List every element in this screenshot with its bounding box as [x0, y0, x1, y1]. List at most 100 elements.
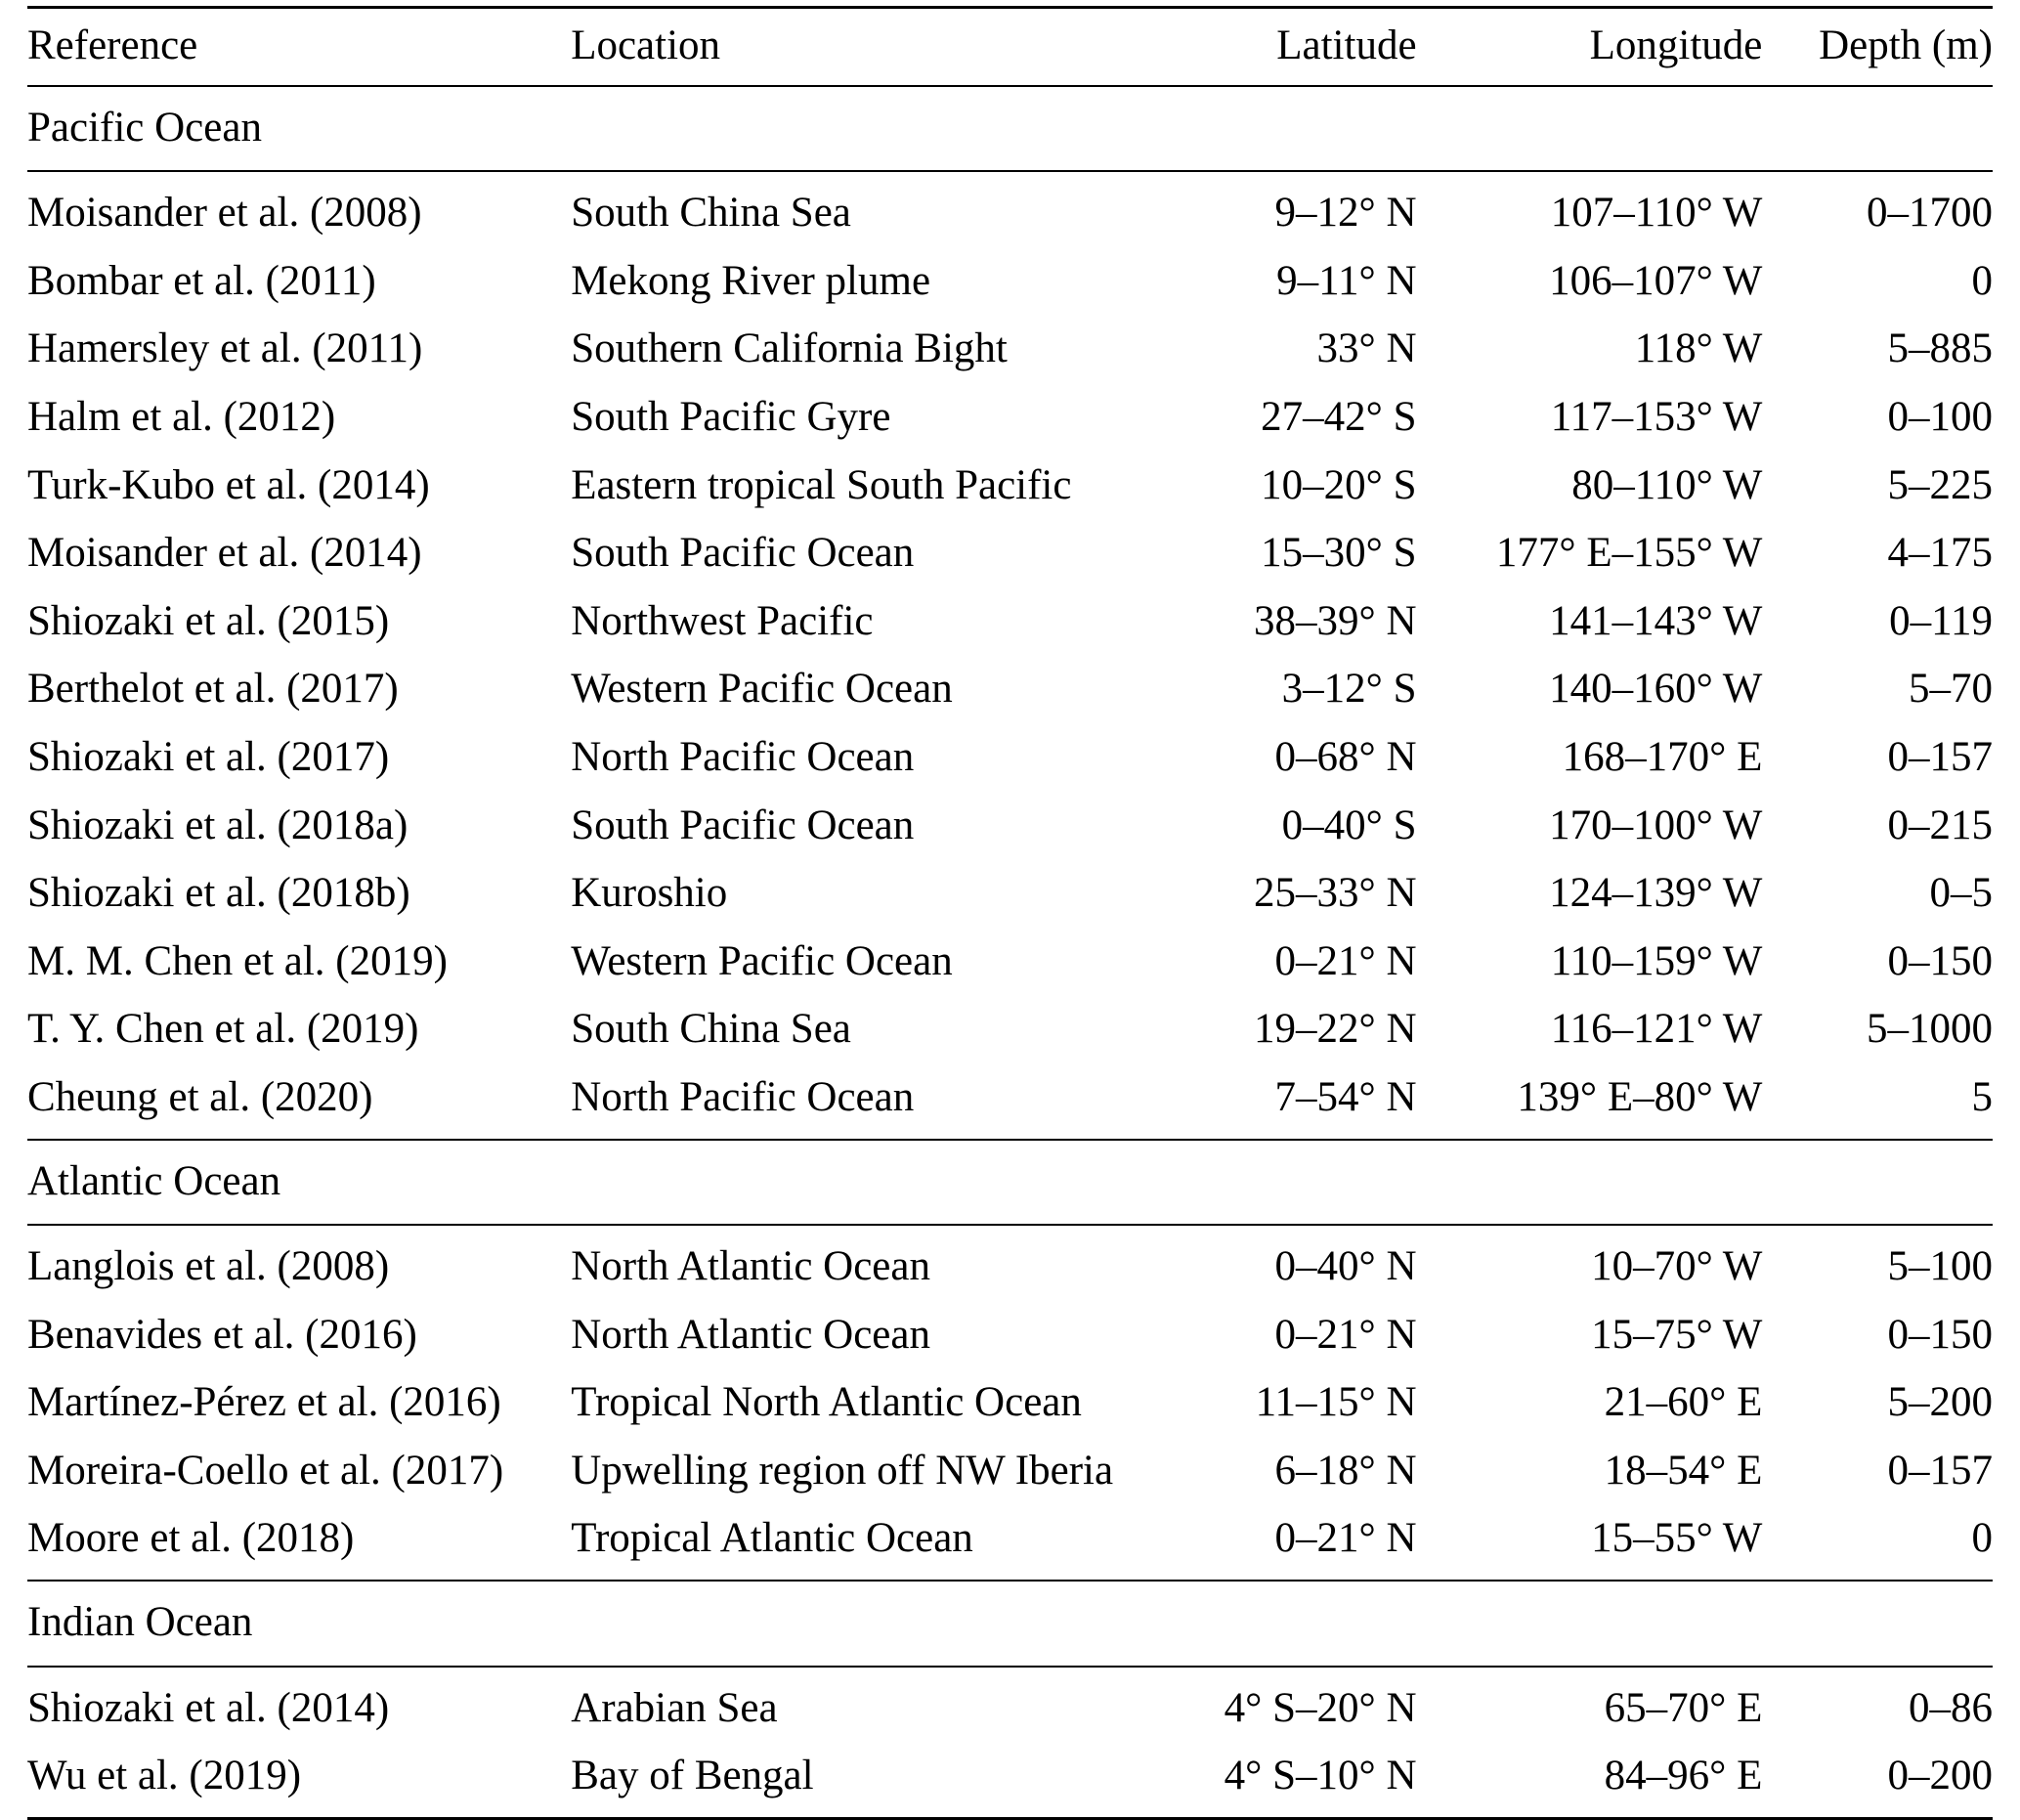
table-body: Pacific Ocean Moisander et al. (2008) Sout… — [27, 84, 1994, 1819]
table-row: Cheung et al. (2020) North Pacific Ocean 7… — [27, 1063, 1993, 1140]
depth-cell: 0 — [1971, 1515, 1994, 1562]
location-cell: South Pacific Gyre — [571, 393, 891, 440]
table-row: Moore et al. (2018) Tropical Atlantic Oce… — [27, 1504, 1993, 1581]
depth-cell: 0–157 — [1887, 1447, 1994, 1494]
depth-cell: 0–157 — [1887, 733, 1994, 780]
depth-cell: 5 — [1971, 1073, 1994, 1120]
section-row: Indian Ocean — [27, 1580, 1993, 1668]
table-row: M. M. Chen et al. (2019) Western Pacific … — [27, 928, 1993, 996]
depth-cell: 5–1000 — [1867, 1006, 1993, 1053]
table-row: Wu et al. (2019) Bay of Bengal 4° S–10° N 8… — [27, 1742, 1993, 1818]
latitude-cell: 6–18° N — [1274, 1447, 1417, 1494]
column-header-latitude: Latitude — [1113, 7, 1417, 87]
section-title: Pacific Ocean — [27, 84, 1993, 173]
latitude-cell: 0–68° N — [1274, 733, 1417, 780]
paper-page: Reference Location Latitude Longitude De… — [27, 6, 1993, 1820]
location-cell: Arabian Sea — [571, 1684, 778, 1731]
reference-cell: Berthelot et al. (2017) — [27, 666, 399, 713]
latitude-cell: 27–42° S — [1261, 393, 1417, 440]
longitude-cell: 15–55° W — [1591, 1515, 1763, 1562]
reference-cell: Shiozaki et al. (2018b) — [27, 870, 410, 917]
table-header: Reference Location Latitude Longitude De… — [27, 7, 1993, 87]
table-row: Shiozaki et al. (2017) North Pacific Ocea… — [27, 723, 1993, 792]
table-row: Shiozaki et al. (2014) Arabian Sea 4° S–20… — [27, 1667, 1993, 1743]
depth-cell: 0–100 — [1887, 393, 1994, 440]
table-row: Shiozaki et al. (2018a) South Pacific Oce… — [27, 792, 1993, 860]
reference-cell: Shiozaki et al. (2017) — [27, 733, 390, 780]
table-row: Benavides et al. (2016) North Atlantic Oc… — [27, 1301, 1993, 1369]
depth-cell: 4–175 — [1887, 530, 1994, 577]
column-header-depth: Depth (m) — [1762, 7, 1993, 87]
reference-cell: Benavides et al. (2016) — [27, 1311, 417, 1358]
reference-cell: Halm et al. (2012) — [27, 393, 336, 440]
longitude-cell: 18–54° E — [1604, 1447, 1763, 1494]
location-cell: South Pacific Ocean — [571, 802, 915, 848]
reference-cell: Hamersley et al. (2011) — [27, 325, 423, 372]
latitude-cell: 15–30° S — [1261, 530, 1417, 577]
latitude-cell: 25–33° N — [1254, 870, 1417, 917]
location-cell: Northwest Pacific — [571, 597, 874, 644]
latitude-cell: 10–20° S — [1261, 461, 1417, 508]
depth-cell: 5–885 — [1887, 325, 1994, 372]
location-cell: North Pacific Ocean — [571, 1073, 915, 1120]
latitude-cell: 4° S–10° N — [1224, 1753, 1417, 1799]
table-row: Berthelot et al. (2017) Western Pacific O… — [27, 655, 1993, 723]
longitude-cell: 140–160° W — [1549, 666, 1763, 713]
latitude-cell: 0–21° N — [1274, 1515, 1417, 1562]
table-row: Turk-Kubo et al. (2014) Eastern tropical … — [27, 452, 1993, 520]
longitude-cell: 177° E–155° W — [1495, 530, 1763, 577]
column-header-longitude: Longitude — [1416, 7, 1763, 87]
depth-cell: 0–86 — [1909, 1684, 1993, 1731]
latitude-cell: 19–22° N — [1254, 1006, 1417, 1053]
location-cell: South China Sea — [571, 1006, 851, 1053]
location-cell: South Pacific Ocean — [571, 530, 915, 577]
location-cell: Tropical North Atlantic Ocean — [571, 1379, 1082, 1426]
location-cell: North Atlantic Ocean — [571, 1311, 930, 1358]
depth-cell: 5–225 — [1887, 461, 1994, 508]
reference-cell: Bombar et al. (2011) — [27, 257, 376, 304]
longitude-cell: 110–159° W — [1550, 937, 1763, 984]
header-row: Reference Location Latitude Longitude De… — [27, 7, 1993, 87]
latitude-cell: 0–21° N — [1274, 937, 1417, 984]
table-row: Moisander et al. (2014) South Pacific Oce… — [27, 519, 1993, 587]
reference-cell: Wu et al. (2019) — [27, 1753, 302, 1799]
reference-cell: Cheung et al. (2020) — [27, 1073, 373, 1120]
depth-cell: 0–119 — [1889, 597, 1993, 644]
depth-cell: 0–150 — [1887, 1311, 1994, 1358]
latitude-cell: 3–12° S — [1281, 666, 1417, 713]
depth-cell: 5–200 — [1887, 1379, 1994, 1426]
location-cell: Bay of Bengal — [571, 1753, 814, 1799]
table-row: T. Y. Chen et al. (2019) South China Sea 1… — [27, 995, 1993, 1063]
depth-cell: 0–150 — [1887, 937, 1994, 984]
latitude-cell: 7–54° N — [1274, 1073, 1417, 1120]
table-row: Moisander et al. (2008) South China Sea 9–… — [27, 171, 1993, 247]
reference-cell: Langlois et al. (2008) — [27, 1243, 390, 1290]
table-row: Langlois et al. (2008) North Atlantic Oce… — [27, 1225, 1993, 1301]
longitude-cell: 10–70° W — [1591, 1243, 1763, 1290]
reference-cell: Shiozaki et al. (2015) — [27, 597, 390, 644]
location-cell: Eastern tropical South Pacific — [571, 461, 1072, 508]
reference-cell: Moreira-Coello et al. (2017) — [27, 1447, 504, 1494]
depth-cell: 5–70 — [1909, 666, 1993, 713]
longitude-cell: 15–75° W — [1591, 1311, 1763, 1358]
latitude-cell: 38–39° N — [1254, 597, 1417, 644]
location-cell: North Pacific Ocean — [571, 733, 915, 780]
location-cell: Southern California Bight — [571, 325, 1008, 372]
table-row: Halm et al. (2012) South Pacific Gyre 27–4… — [27, 383, 1993, 452]
longitude-cell: 118° W — [1634, 325, 1763, 372]
location-cell: Tropical Atlantic Ocean — [571, 1515, 973, 1562]
reference-cell: T. Y. Chen et al. (2019) — [27, 1006, 419, 1053]
longitude-cell: 170–100° W — [1549, 802, 1763, 848]
latitude-cell: 9–11° N — [1276, 257, 1417, 304]
location-cell: North Atlantic Ocean — [571, 1243, 930, 1290]
longitude-cell: 65–70° E — [1604, 1684, 1763, 1731]
location-cell: Mekong River plume — [571, 257, 931, 304]
depth-cell: 0–5 — [1929, 870, 1994, 917]
longitude-cell: 116–121° W — [1550, 1006, 1763, 1053]
latitude-cell: 11–15° N — [1255, 1379, 1417, 1426]
reference-cell: Turk-Kubo et al. (2014) — [27, 461, 430, 508]
reference-cell: Moore et al. (2018) — [27, 1515, 355, 1562]
table-row: Shiozaki et al. (2018b) Kuroshio 25–33° N 1… — [27, 859, 1993, 928]
latitude-cell: 0–40° S — [1281, 802, 1417, 848]
location-cell: South China Sea — [571, 190, 851, 237]
